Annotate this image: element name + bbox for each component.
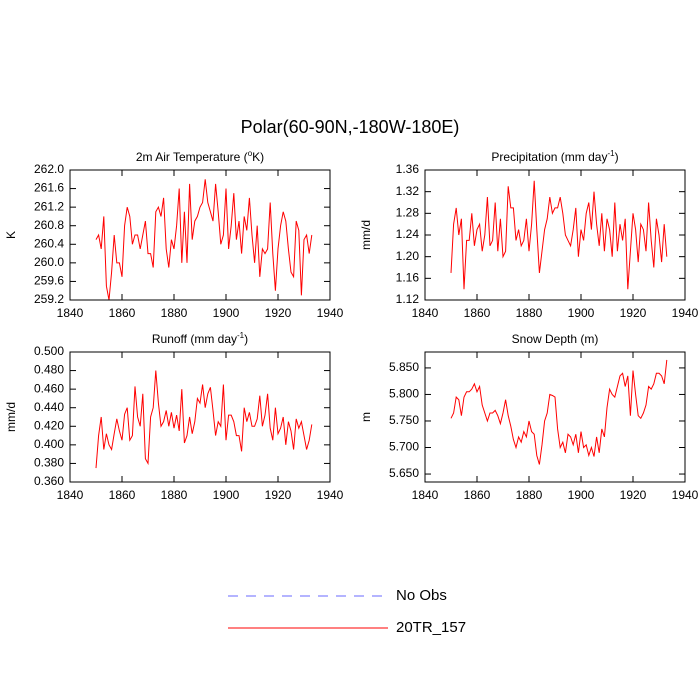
figure-title: Polar(60-90N,-180W-180E) xyxy=(241,117,460,137)
panel-title-part: 2m Air Temperature ( xyxy=(136,150,248,164)
x-tick-label: 1940 xyxy=(317,306,344,320)
y-tick-label: 260.0 xyxy=(34,255,64,269)
x-tick-label: 1920 xyxy=(620,306,647,320)
panel-title-part: Snow Depth (m) xyxy=(512,332,599,346)
x-tick-label: 1840 xyxy=(412,306,439,320)
y-tick-label: 0.460 xyxy=(34,381,64,395)
y-tick-label: 0.500 xyxy=(34,344,64,358)
y-tick-label: 1.16 xyxy=(396,271,420,285)
x-tick-label: 1840 xyxy=(57,488,84,502)
y-tick-label: 1.28 xyxy=(396,206,420,220)
y-tick-label: 0.360 xyxy=(34,474,64,488)
y-axis-label: mm/d xyxy=(359,220,373,250)
y-tick-label: 262.0 xyxy=(34,162,64,176)
y-tick-label: 1.20 xyxy=(396,249,420,263)
x-tick-label: 1860 xyxy=(109,306,136,320)
plot-frame xyxy=(69,169,331,301)
panel-title-part: -1 xyxy=(237,331,245,340)
plot-frame xyxy=(424,169,686,301)
y-tick-label: 5.650 xyxy=(389,466,419,480)
y-axis-label: mm/d xyxy=(4,402,18,432)
y-tick-label: 260.8 xyxy=(34,218,64,232)
x-tick-label: 1860 xyxy=(109,488,136,502)
x-tick-label: 1940 xyxy=(672,488,699,502)
x-tick-label: 1900 xyxy=(213,306,240,320)
x-tick-label: 1920 xyxy=(265,488,292,502)
y-tick-label: 1.32 xyxy=(396,184,420,198)
y-tick-label: 0.440 xyxy=(34,400,64,414)
panel-title: Snow Depth (m) xyxy=(512,332,599,346)
x-tick-label: 1920 xyxy=(265,306,292,320)
y-tick-label: 0.420 xyxy=(34,418,64,432)
x-tick-label: 1940 xyxy=(317,488,344,502)
x-tick-label: 1880 xyxy=(161,488,188,502)
x-tick-label: 1900 xyxy=(213,488,240,502)
y-tick-label: 5.750 xyxy=(389,413,419,427)
panel-title-part: -1 xyxy=(607,149,615,158)
y-tick-label: 1.36 xyxy=(396,162,420,176)
panel-title-part: o xyxy=(248,149,253,158)
panel-title-part: K) xyxy=(252,150,264,164)
x-tick-label: 1880 xyxy=(161,306,188,320)
y-tick-label: 259.6 xyxy=(34,274,64,288)
y-tick-label: 259.2 xyxy=(34,292,64,306)
x-tick-label: 1860 xyxy=(464,306,491,320)
data-line xyxy=(95,179,313,301)
data-line xyxy=(95,370,313,469)
y-tick-label: 5.850 xyxy=(389,360,419,374)
y-tick-label: 0.380 xyxy=(34,456,64,470)
y-axis-label: K xyxy=(4,231,18,239)
legend-label: No Obs xyxy=(396,587,447,604)
plot-frame xyxy=(69,351,331,483)
x-tick-label: 1920 xyxy=(620,488,647,502)
panel-title: 2m Air Temperature (oK) xyxy=(136,149,264,165)
x-tick-label: 1880 xyxy=(516,306,543,320)
plot-frame xyxy=(424,351,686,483)
panel-title-part: Precipitation (mm day xyxy=(491,150,607,164)
x-tick-label: 1840 xyxy=(412,488,439,502)
panel-title-part: ) xyxy=(244,332,248,346)
y-tick-label: 260.4 xyxy=(34,236,64,250)
y-tick-label: 5.800 xyxy=(389,387,419,401)
y-tick-label: 261.6 xyxy=(34,181,64,195)
y-tick-label: 1.24 xyxy=(396,227,420,241)
x-tick-label: 1900 xyxy=(568,306,595,320)
panel-title: Precipitation (mm day-1) xyxy=(491,149,618,165)
x-tick-label: 1840 xyxy=(57,306,84,320)
y-tick-label: 261.2 xyxy=(34,199,64,213)
x-tick-label: 1940 xyxy=(672,306,699,320)
y-tick-label: 1.12 xyxy=(396,292,420,306)
panel-title-part: Runoff (mm day xyxy=(152,332,237,346)
y-tick-label: 0.400 xyxy=(34,437,64,451)
x-tick-label: 1880 xyxy=(516,488,543,502)
panel-title: Runoff (mm day-1) xyxy=(152,331,248,347)
data-line xyxy=(450,359,668,465)
x-tick-label: 1900 xyxy=(568,488,595,502)
y-axis-label: m xyxy=(359,412,373,422)
panel-title-part: ) xyxy=(615,150,619,164)
x-tick-label: 1860 xyxy=(464,488,491,502)
data-line xyxy=(450,180,668,290)
legend-label: 20TR_157 xyxy=(396,619,466,636)
y-tick-label: 0.480 xyxy=(34,363,64,377)
y-tick-label: 5.700 xyxy=(389,440,419,454)
